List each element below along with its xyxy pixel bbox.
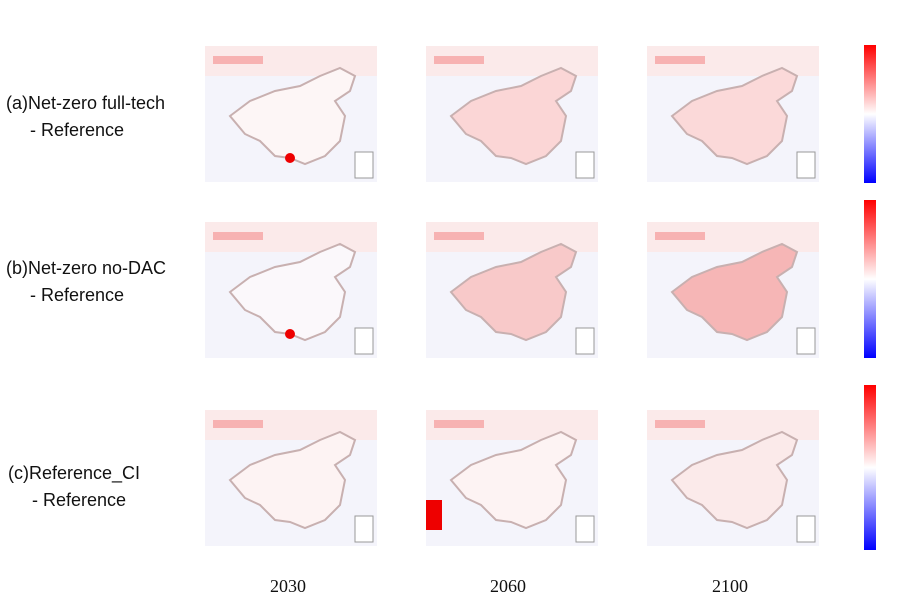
china-outline (228, 430, 357, 530)
row-title: (b)Net-zero no-DAC (6, 258, 167, 278)
china-outline (449, 430, 578, 530)
map-panel-a-2030 (205, 46, 377, 182)
year-label-2060: 2060 (490, 576, 526, 596)
row-title: (a)Net-zero full-tech (6, 93, 166, 113)
map-panel-b-2060 (426, 222, 598, 358)
china-outline (449, 242, 578, 342)
china-outline (449, 66, 578, 166)
row-label-c: (c)Reference_CI - Reference (8, 460, 140, 514)
map-panel-c-2060 (426, 410, 598, 546)
china-outline (670, 66, 799, 166)
year-label-2030: 2030 (270, 576, 306, 596)
map-panel-b-2100 (647, 222, 819, 358)
map-panel-a-2060 (426, 46, 598, 182)
row-label-b: (b)Net-zero no-DAC - Reference (6, 255, 166, 309)
map-panel-b-2030 (205, 222, 377, 358)
row-subtitle: - Reference (32, 490, 127, 510)
china-outline (670, 430, 799, 530)
row-subtitle: - Reference (30, 120, 125, 140)
row-subtitle: - Reference (30, 285, 125, 305)
map-panel-a-2100 (647, 46, 819, 182)
colorbar-a (864, 45, 876, 183)
china-outline (228, 242, 357, 342)
colorbar-c (864, 385, 876, 550)
china-outline (670, 242, 799, 342)
row-title: (c)Reference_CI (8, 463, 141, 483)
map-panel-c-2100 (647, 410, 819, 546)
map-panel-c-2030 (205, 410, 377, 546)
year-label-2100: 2100 (712, 576, 748, 596)
colorbar-b (864, 200, 876, 358)
row-label-a: (a)Net-zero full-tech - Reference (6, 90, 165, 144)
china-outline (228, 66, 357, 166)
